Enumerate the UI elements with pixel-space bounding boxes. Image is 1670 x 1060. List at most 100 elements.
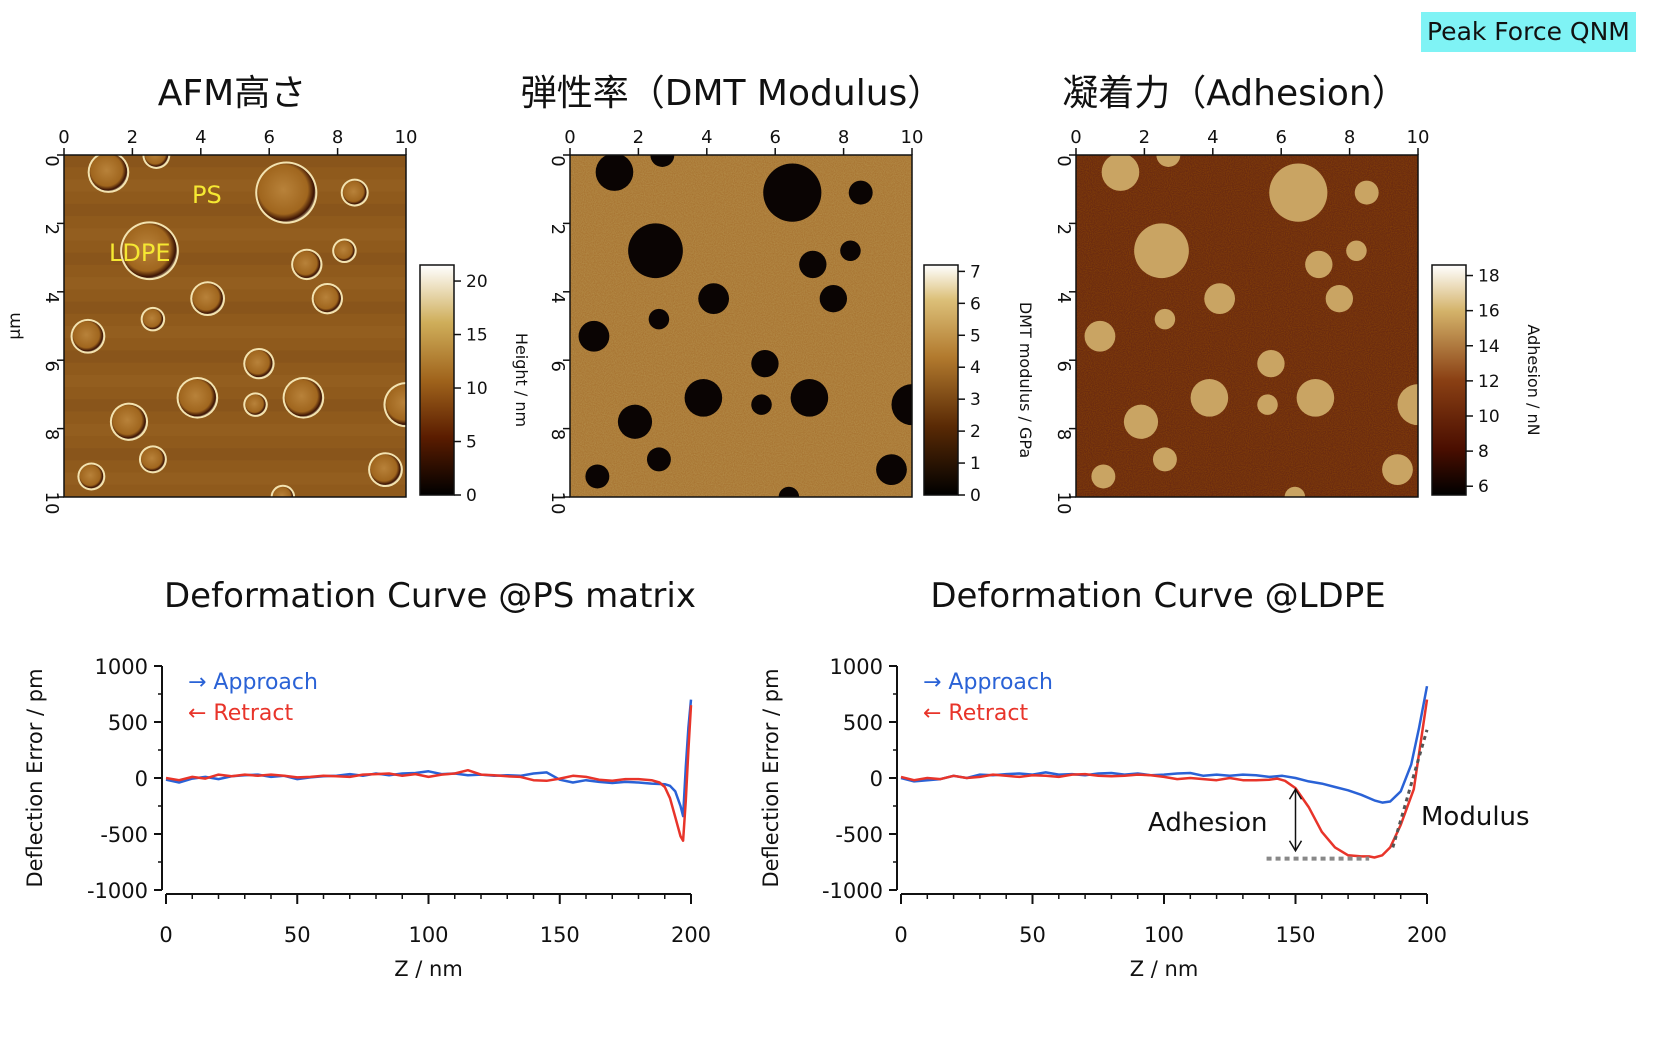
y-tick-label: 500 (843, 711, 883, 735)
deformation-chart: Deformation Curve @PS matrix -1000 -500 0 50… (23, 576, 711, 981)
ldpe-particle (140, 447, 165, 472)
colorbar-tick-label: 2 (970, 422, 981, 442)
colorbar-tick-label: 10 (1478, 407, 1500, 427)
ldpe-particle (751, 349, 779, 378)
deformation-chart: Deformation Curve @LDPE-1000-50005001000… (759, 576, 1530, 981)
y-tick-label: 2 (1053, 224, 1074, 235)
x-tick-label: 6 (1275, 127, 1286, 148)
colorbar (419, 264, 455, 496)
ldpe-particle (1305, 250, 1333, 279)
x-tick-label: 2 (633, 127, 644, 148)
scan-line-stripe (64, 374, 406, 388)
scan-line-stripe (64, 203, 406, 217)
ldpe-particle (144, 155, 169, 167)
ldpe-particle (334, 240, 355, 262)
ldpe-particle (1296, 379, 1335, 417)
colorbar-tick-label: 3 (970, 390, 981, 410)
ldpe-particle (646, 447, 671, 472)
map-frame (569, 154, 913, 498)
colorbar-tick-label: 4 (970, 358, 981, 378)
ldpe-particle (1346, 240, 1367, 262)
map-title: AFM高さ (158, 73, 306, 114)
ldpe-particle (1284, 486, 1306, 497)
legend-retract: ← Retract (923, 701, 1029, 726)
ldpe-particle (1134, 223, 1189, 279)
colorbar-label: Adhesion / nN (1524, 324, 1543, 435)
colorbar-tick-label: 1 (970, 454, 981, 474)
ldpe-particle (385, 384, 406, 426)
ldpe-particle (245, 394, 266, 415)
afm-map-panel: 弾性率（DMT Modulus） 0 2 4 6 8 10 0 2 4 6 8 10 0 1 2 3 4 5 6 7 DM… (521, 73, 1035, 514)
y-tick-label: 8 (547, 429, 568, 440)
ldpe-particle (578, 320, 610, 352)
y-tick-label: 2 (41, 224, 62, 235)
scan-line-stripe (64, 448, 406, 461)
x-tick-label: 8 (1344, 127, 1355, 148)
legend-retract: ← Retract (188, 701, 294, 726)
y-tick-label: 6 (41, 360, 62, 371)
ldpe-particle (79, 464, 104, 489)
y-tick-label: 0 (870, 767, 883, 791)
chart-title: Deformation Curve @PS matrix (164, 576, 696, 616)
x-tick-label: 0 (58, 127, 69, 148)
y-tick-label: 0 (1053, 155, 1074, 166)
y-tick-label: 6 (1053, 360, 1074, 371)
ldpe-particle (650, 155, 675, 167)
y-axis-unit: μm (5, 312, 25, 339)
colorbar-tick-label: 8 (1478, 442, 1489, 462)
map-title: 弾性率（DMT Modulus） (521, 73, 944, 114)
x-tick-label: 150 (1275, 923, 1315, 947)
colorbar-label: DMT modulus / GPa (1016, 302, 1035, 458)
map-image (570, 155, 912, 497)
ldpe-particle (1123, 404, 1159, 439)
adhesion-label: Adhesion (1148, 808, 1267, 838)
ldpe-particle (342, 180, 367, 205)
map-image (64, 155, 406, 497)
ldpe-particle (698, 283, 730, 315)
colorbar-tick-label: 14 (1478, 337, 1500, 357)
ldpe-particle (1156, 155, 1181, 167)
x-tick-label: 50 (1019, 923, 1046, 947)
ldpe-particle (272, 486, 294, 497)
x-tick-label: 200 (671, 923, 711, 947)
ldpe-particle (1269, 163, 1328, 222)
map-frame (63, 154, 407, 498)
ldpe-particle (284, 379, 323, 417)
scan-line-stripe (64, 472, 406, 485)
ps-label: PS (192, 181, 222, 209)
ldpe-label: LDPE (109, 239, 171, 267)
ldpe-particle (111, 404, 147, 439)
x-tick-label: 4 (1207, 127, 1218, 148)
x-tick-label: 200 (1407, 923, 1447, 947)
ldpe-particle (763, 163, 822, 222)
ldpe-particle (1204, 283, 1236, 315)
ldpe-particle (72, 320, 104, 352)
y-tick-label: 0 (547, 155, 568, 166)
ldpe-particle (840, 240, 861, 262)
ldpe-particle (1084, 320, 1116, 352)
ldpe-particle (1091, 464, 1116, 489)
colorbar-tick-label: 18 (1478, 267, 1500, 287)
ldpe-particle (848, 180, 873, 205)
y-tick-label: 4 (547, 292, 568, 303)
y-tick-label: 10 (547, 492, 568, 515)
colorbar-tick-label: 5 (970, 326, 981, 346)
colorbar-tick-label: 10 (466, 379, 488, 399)
ldpe-particle (819, 284, 848, 313)
x-tick-label: 2 (1139, 127, 1150, 148)
ldpe-particle (891, 384, 912, 426)
map-noise (570, 155, 912, 497)
chart-title: Deformation Curve @LDPE (930, 576, 1385, 616)
x-tick-label: 100 (1144, 923, 1184, 947)
ldpe-particle (1190, 379, 1229, 417)
x-tick-label: 4 (195, 127, 206, 148)
y-tick-label: 0 (41, 155, 62, 166)
x-tick-label: 50 (284, 923, 311, 947)
x-tick-label: 10 (1407, 127, 1430, 148)
y-tick-label: 500 (108, 711, 148, 735)
ldpe-particle (684, 379, 723, 417)
x-axis-label: Z / nm (394, 957, 463, 981)
ldpe-particle (778, 486, 800, 497)
ldpe-particle (313, 284, 342, 313)
y-tick-label: 6 (547, 360, 568, 371)
